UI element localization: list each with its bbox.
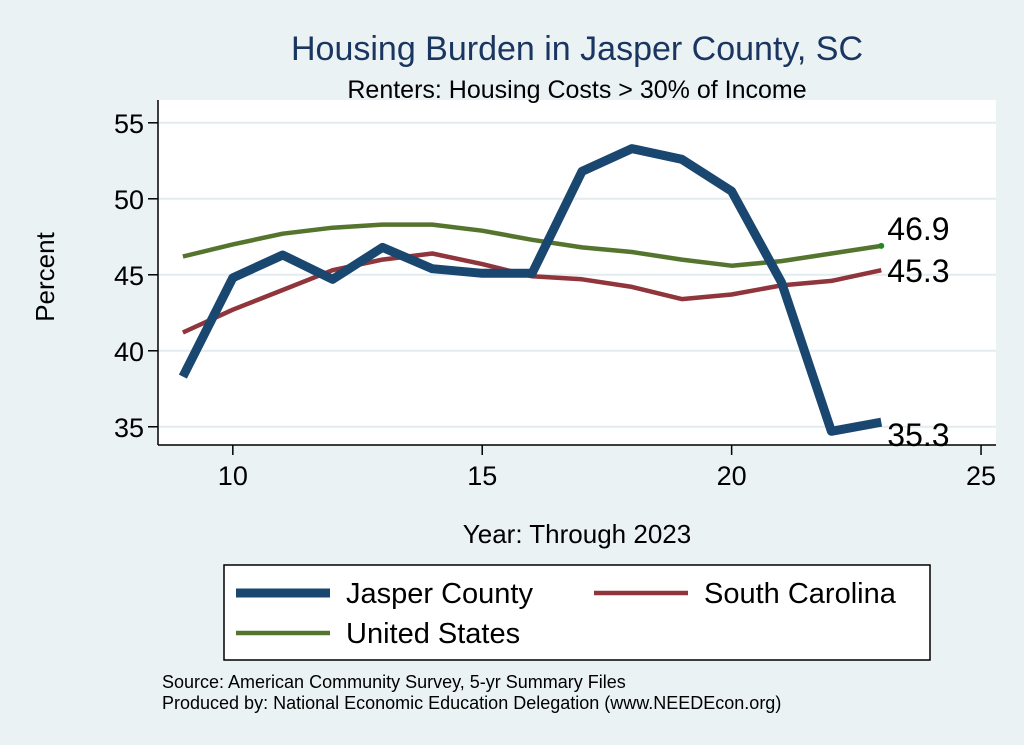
series-line-united-states: [182, 222, 882, 268]
y-tick-label: 35: [114, 413, 144, 443]
y-tick-label: 50: [114, 185, 144, 215]
end-label-jasper-county: 35.3: [887, 417, 949, 453]
series-lines: [178, 144, 883, 436]
end-marker-united-states: [878, 242, 885, 249]
x-tick-label: 25: [966, 461, 996, 491]
legend-label-jasper-county: Jasper County: [346, 578, 533, 610]
y-tick-label: 45: [114, 261, 144, 291]
legend-box: [223, 564, 931, 661]
x-axis-title: Year: Through 2023: [463, 519, 691, 549]
end-label-south-carolina: 45.3: [887, 253, 949, 289]
legend: Jasper County South Carolina United Stat…: [223, 564, 931, 661]
y-tick-label: 40: [114, 337, 144, 367]
x-tick-label: 20: [717, 461, 747, 491]
legend-label-south-carolina: South Carolina: [704, 578, 897, 610]
y-tick-label: 55: [114, 109, 144, 139]
chart-title: Housing Burden in Jasper County, SC: [291, 30, 863, 68]
producer-note: Produced by: National Economic Education…: [162, 693, 781, 713]
end-labels: 46.9 45.3 35.3: [878, 211, 950, 453]
end-label-united-states: 46.9: [887, 211, 949, 247]
legend-label-united-states: United States: [346, 618, 520, 650]
source-note: Source: American Community Survey, 5-yr …: [162, 672, 626, 692]
y-axis-title: Percent: [30, 231, 60, 321]
series-line-jasper-county: [178, 144, 883, 436]
plot-area: [158, 100, 996, 445]
x-tick-label: 15: [467, 461, 497, 491]
x-tick-label: 10: [218, 461, 248, 491]
chart-subtitle: Renters: Housing Costs > 30% of Income: [347, 76, 806, 104]
ticks: 35 40 45 50 55 10 15 20 25: [114, 109, 996, 491]
axes: [157, 100, 996, 446]
